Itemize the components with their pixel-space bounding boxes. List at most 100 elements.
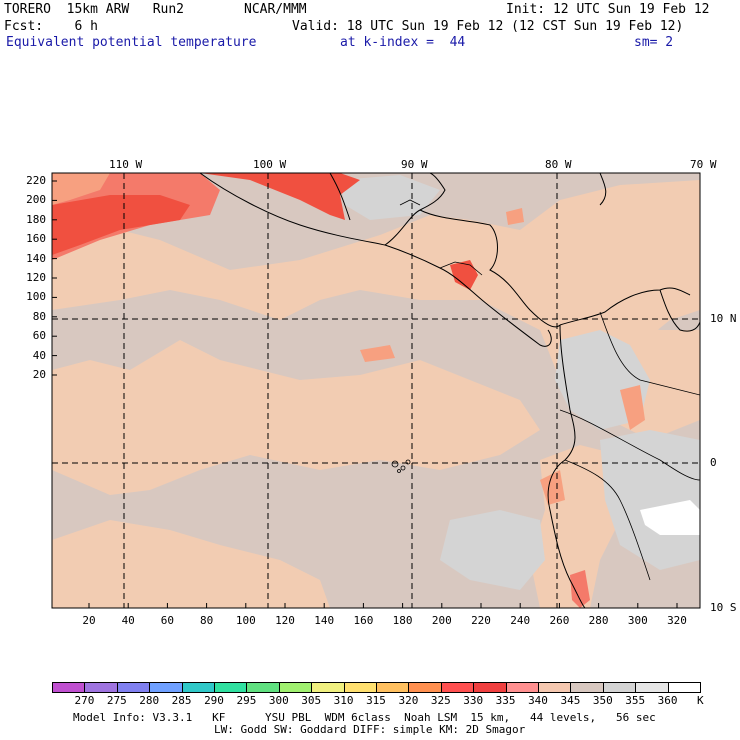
model-title: TORERO 15km ARW Run2 (4, 2, 185, 17)
colorbar-swatch (214, 682, 248, 693)
organization-label: NCAR/MMM (244, 2, 307, 17)
x-tick-label: 140 (314, 614, 335, 627)
lat-label: 10 S (710, 601, 737, 614)
colorbar-label: 360 (657, 694, 678, 707)
colorbar-swatch (311, 682, 345, 693)
colorbar-label: 305 (301, 694, 322, 707)
x-tick-label: 300 (627, 614, 648, 627)
y-tick-label: 100 (26, 290, 46, 304)
colorbar-swatch (505, 682, 539, 693)
y-tick-label: 140 (26, 251, 46, 265)
colorbar-label: 270 (74, 694, 95, 707)
colorbar-swatch (246, 682, 280, 693)
theta-e-region-345 (52, 180, 700, 380)
theta-e-region-340 (360, 345, 395, 362)
colorbar-label: 350 (592, 694, 613, 707)
axis-ticks (52, 180, 678, 608)
lon-label: 100 W (253, 158, 287, 171)
theta-e-region-330 (450, 260, 478, 290)
colorbar-swatch (278, 682, 313, 693)
x-tick-label: 180 (392, 614, 413, 627)
lat-label: 0 (710, 456, 717, 469)
theta-e-region-345 (52, 520, 330, 608)
model-info: Model Info: V3.3.1 KF YSU PBL WDM 6class… (73, 711, 656, 724)
x-tick-label: 120 (275, 614, 295, 627)
colorbar-swatch (667, 682, 701, 693)
field-name: Equivalent potential temperature (6, 35, 257, 50)
lat-label: 10 N (710, 312, 737, 325)
y-tick-label: 220 (26, 174, 46, 187)
colorbar-swatch (376, 682, 410, 693)
lon-label: 110 W (109, 158, 143, 171)
colorbar-label: 280 (139, 694, 160, 707)
colorbar-label: 300 (268, 694, 289, 707)
colorbar-swatch (149, 682, 183, 693)
colorbar-swatch (343, 682, 377, 693)
theta-e-region-340 (506, 208, 524, 225)
colorbar-label: 355 (625, 694, 646, 707)
x-tick-label: 40 (121, 614, 135, 627)
x-tick-label: 320 (667, 614, 687, 627)
y-tick-label: 60 (32, 329, 46, 343)
theta-e-region-340 (540, 470, 565, 505)
x-tick-label: 220 (471, 614, 491, 627)
colorbar-swatch (52, 682, 86, 693)
x-tick-label: 280 (588, 614, 609, 627)
colorbar-label: 290 (204, 694, 224, 707)
colorbar-swatch (570, 682, 604, 693)
lon-label: 70 W (690, 158, 717, 171)
colorbar-swatch (116, 682, 151, 693)
x-tick-label: 20 (82, 614, 96, 627)
colorbar-label: 310 (333, 694, 354, 707)
colorbar-swatch (408, 682, 442, 693)
galapagos-islands (391, 459, 411, 473)
colorbar-swatch (473, 682, 507, 693)
theta-e-region-340 (620, 385, 645, 430)
colorbar-label: 315 (366, 694, 386, 707)
y-tick-label: 20 (32, 368, 46, 381)
theta-e-region-335 (570, 570, 590, 608)
y-tick-label: 200 (26, 193, 46, 207)
colorbar-label: 335 (495, 694, 516, 707)
colorbar-label: 345 (560, 694, 581, 707)
colorbar-label: 295 (236, 694, 257, 707)
x-tick-label: 60 (160, 614, 175, 627)
smoothing-label: sm= 2 (634, 35, 674, 50)
colorbar-label: 275 (106, 694, 127, 707)
physics-info: LW: Godd SW: Goddard DIFF: simple KM: 2D… (214, 723, 526, 736)
y-tick-label: 120 (26, 271, 46, 284)
y-tick-label: 160 (26, 232, 46, 246)
valid-time: Valid: 18 UTC Sun 19 Feb 12 (12 CST Sun … (292, 19, 684, 34)
x-tick-label: 80 (199, 614, 214, 627)
colorbar-swatch (635, 682, 669, 693)
lon-label: 90 W (401, 158, 428, 171)
y-tick-label: 80 (32, 309, 46, 323)
x-tick-label: 160 (353, 614, 374, 627)
theta-e-region-355 (440, 510, 545, 590)
theta-e-region-360 (640, 500, 700, 535)
theta-e-region-330 (52, 195, 190, 255)
colorbar-unit: K (697, 694, 704, 707)
x-tick-label: 200 (431, 614, 452, 627)
colorbar-label: 330 (463, 694, 484, 707)
colorbar-label: 325 (430, 694, 451, 707)
y-tick-label: 180 (26, 212, 46, 226)
colorbar-swatch (538, 682, 572, 693)
colorbar-label: 320 (398, 694, 419, 707)
country-borders (399, 199, 700, 581)
forecast-hour: Fcst: 6 h (4, 19, 98, 34)
y-tick-label: 40 (32, 348, 46, 362)
graticule (52, 173, 700, 608)
plot-frame (51, 172, 701, 609)
colorbar-label: 285 (171, 694, 192, 707)
theta-e-region-355 (340, 175, 440, 220)
init-time: Init: 12 UTC Sun 19 Feb 12 (506, 2, 710, 17)
colorbar-swatch (181, 682, 215, 693)
colorbar-label: 340 (528, 694, 548, 707)
colorbar-swatch (602, 682, 637, 693)
x-tick-label: 240 (510, 614, 531, 627)
x-tick-label: 260 (549, 614, 570, 627)
theta-e-region-345 (52, 340, 540, 495)
lon-label: 80 W (545, 158, 572, 171)
colorbar-swatch (84, 682, 118, 693)
